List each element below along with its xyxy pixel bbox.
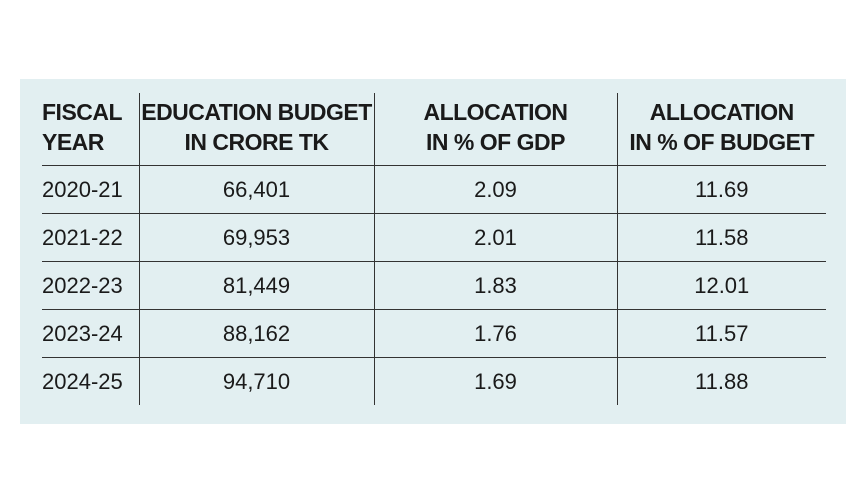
cell-education-budget: 66,401 xyxy=(138,165,374,214)
cell-fiscal-year: 2021-22 xyxy=(42,213,139,262)
cell-education-budget: 88,162 xyxy=(138,309,374,358)
table-header-row: FISCAL YEAR EDUCATION BUDGET IN CRORE TK A… xyxy=(42,93,826,166)
header-line: YEAR xyxy=(42,129,104,155)
header-line: IN CRORE TK xyxy=(184,129,330,155)
cell-education-budget: 81,449 xyxy=(138,261,374,310)
cell-allocation-budget: 11.57 xyxy=(616,309,826,358)
header-line: IN % OF GDP xyxy=(426,129,565,155)
cell-allocation-gdp: 2.09 xyxy=(373,165,617,214)
table-row: 2020-21 66,401 2.09 11.69 xyxy=(42,165,826,214)
table-panel: FISCAL YEAR EDUCATION BUDGET IN CRORE TK A… xyxy=(20,79,846,424)
header-allocation-gdp: ALLOCATION IN % OF GDP xyxy=(373,93,617,166)
cell-allocation-budget: 11.88 xyxy=(616,357,826,405)
header-line: ALLOCATION xyxy=(649,99,795,125)
header-line: ALLOCATION xyxy=(423,99,568,125)
cell-allocation-gdp: 1.69 xyxy=(373,357,617,405)
cell-fiscal-year: 2022-23 xyxy=(42,261,139,310)
header-line: IN % OF BUDGET xyxy=(629,129,815,155)
header-line: FISCAL xyxy=(42,99,123,125)
header-line: EDUCATION BUDGET xyxy=(141,99,372,125)
cell-allocation-gdp: 2.01 xyxy=(373,213,617,262)
cell-allocation-gdp: 1.83 xyxy=(373,261,617,310)
cell-education-budget: 69,953 xyxy=(138,213,374,262)
table-row: 2022-23 81,449 1.83 12.01 xyxy=(42,261,826,310)
header-fiscal-year: FISCAL YEAR xyxy=(42,93,139,166)
cell-allocation-gdp: 1.76 xyxy=(373,309,617,358)
cell-fiscal-year: 2020-21 xyxy=(42,165,139,214)
header-allocation-budget: ALLOCATION IN % OF BUDGET xyxy=(616,93,826,166)
table-row: 2021-22 69,953 2.01 11.58 xyxy=(42,213,826,262)
table-row: 2024-25 94,710 1.69 11.88 xyxy=(42,357,826,405)
table-row: 2023-24 88,162 1.76 11.57 xyxy=(42,309,826,358)
cell-allocation-budget: 11.58 xyxy=(616,213,826,262)
cell-allocation-budget: 11.69 xyxy=(616,165,826,214)
cell-allocation-budget: 12.01 xyxy=(616,261,826,310)
header-education-budget: EDUCATION BUDGET IN CRORE TK xyxy=(138,93,374,166)
education-budget-table: FISCAL YEAR EDUCATION BUDGET IN CRORE TK A… xyxy=(42,93,826,405)
cell-education-budget: 94,710 xyxy=(138,357,374,405)
cell-fiscal-year: 2024-25 xyxy=(42,368,123,394)
cell-fiscal-year: 2023-24 xyxy=(42,309,139,358)
